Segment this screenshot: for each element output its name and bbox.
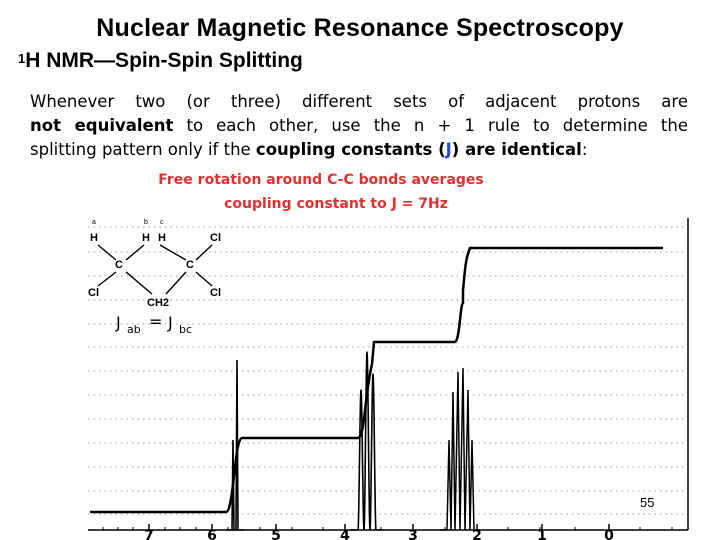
atom-h: H xyxy=(158,232,166,244)
slide-number: 55 xyxy=(640,495,655,510)
atom-cl: Cl xyxy=(88,287,99,299)
slide-subtitle: 1H NMR—Spin-Spin Splitting xyxy=(18,49,303,73)
body-paragraph: Whenever two (or three) different sets o… xyxy=(30,90,688,162)
annotation-line-1: Free rotation around C-C bonds averages xyxy=(158,172,484,188)
paragraph-line-1: Whenever two (or three) different sets o… xyxy=(30,92,688,111)
paragraph-line-3: splitting pattern only if the coupling c… xyxy=(30,138,688,162)
atom-h: H xyxy=(142,232,150,244)
x-tick-label: 2 xyxy=(472,528,482,540)
proton-label-b: b xyxy=(144,219,148,226)
emphasis-coupling: coupling constants ( xyxy=(255,140,446,159)
integration-curve xyxy=(90,246,663,514)
paragraph-line-3-end: : xyxy=(581,140,588,159)
j-symbol: J xyxy=(445,140,452,159)
structure-bonds xyxy=(97,244,213,295)
x-tick-label: 6 xyxy=(207,528,217,540)
chemical-structure: a b c H H H Cl C C Cl Cl CH2 xyxy=(88,219,221,309)
coupling-equation: J ab = J bc xyxy=(115,312,192,336)
paragraph-line-3-start: splitting pattern only if the xyxy=(30,140,256,159)
peak-multiplet xyxy=(440,367,480,531)
paragraph-line-2-rest: to each other, use the n + 1 rule to det… xyxy=(173,116,688,135)
j-bc-subscript: bc xyxy=(179,323,192,336)
atom-c: C xyxy=(186,259,194,271)
atom-cl: Cl xyxy=(210,232,221,244)
peak-triplet xyxy=(350,351,382,531)
x-tick-label: 1 xyxy=(537,528,547,540)
atom-cl: Cl xyxy=(210,287,221,299)
x-axis-major-ticks xyxy=(148,524,610,530)
emphasis-identical: ) are identical xyxy=(451,140,582,159)
annotation-line-2: coupling constant to J = 7Hz xyxy=(224,196,448,212)
x-tick-label: 5 xyxy=(271,528,281,540)
atom-ch2: CH2 xyxy=(147,297,169,309)
proton-label-a: a xyxy=(92,219,96,226)
emphasis-not-equivalent: not equivalent xyxy=(30,116,174,135)
subtitle-text: H NMR—Spin-Spin Splitting xyxy=(25,49,303,72)
j-bc-symbol: J xyxy=(167,313,173,332)
j-ab-subscript: ab xyxy=(127,323,141,336)
x-tick-label: 4 xyxy=(340,528,350,540)
proton-label-c: c xyxy=(160,219,164,226)
subtitle-superscript: 1 xyxy=(18,51,26,66)
slide-title: Nuclear Magnetic Resonance Spectroscopy xyxy=(96,14,624,42)
peak-doublet xyxy=(226,359,244,531)
atom-c: C xyxy=(115,259,123,271)
x-tick-label: 0 xyxy=(604,528,614,540)
equals-sign: = xyxy=(149,312,162,331)
grid-lines xyxy=(88,226,688,515)
j-ab-symbol: J xyxy=(115,313,121,332)
x-tick-label: 3 xyxy=(408,528,418,540)
x-tick-label: 7 xyxy=(144,528,154,540)
atom-h: H xyxy=(90,232,98,244)
paragraph-line-2: not equivalent to each other, use the n … xyxy=(30,114,688,138)
